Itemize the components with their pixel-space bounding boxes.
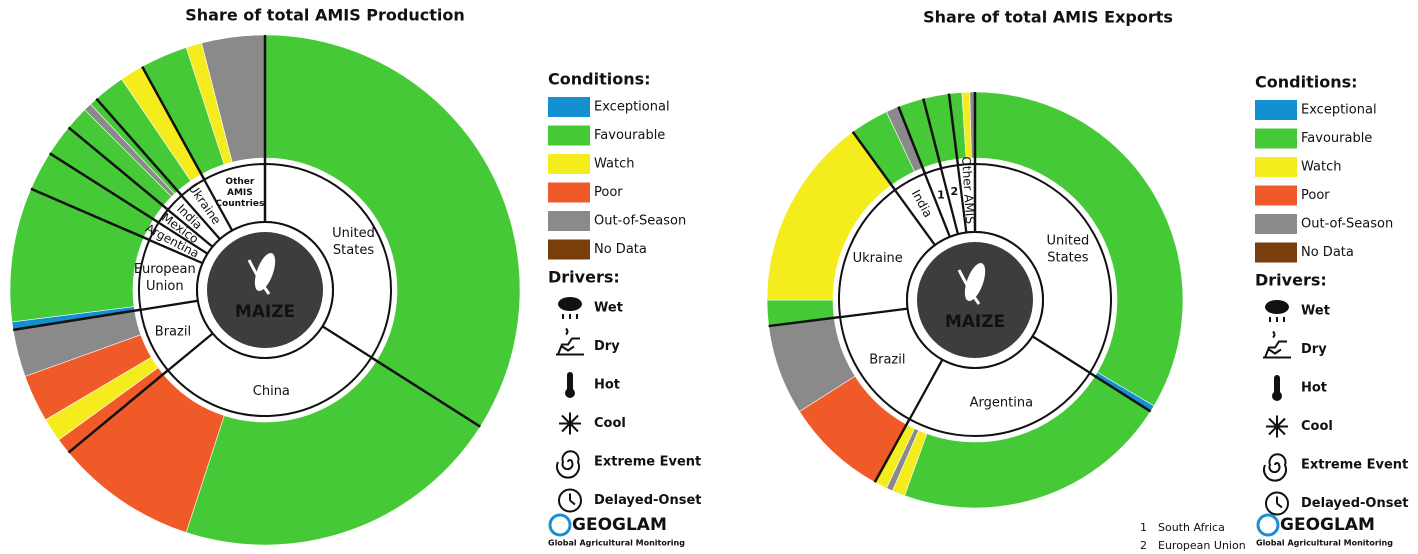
driver-label: Delayed-Onset — [594, 493, 702, 508]
legend-label: No Data — [1301, 245, 1354, 260]
legend-label: Favourable — [1301, 131, 1372, 146]
driver-icon — [1263, 453, 1287, 482]
driver-icon — [1263, 330, 1291, 359]
center-label: MAIZE — [945, 312, 1005, 332]
legend-swatch — [548, 239, 590, 260]
legend-label: Favourable — [594, 128, 665, 143]
legend-swatch — [1255, 185, 1297, 206]
legend-label: Poor — [1301, 188, 1330, 203]
drivers-title: Drivers: — [548, 268, 620, 287]
legend-label: Out-of-Season — [1301, 217, 1393, 232]
country-label: 2 — [951, 185, 959, 198]
country-label: Ukraine — [853, 250, 903, 265]
driver-label: Delayed-Onset — [1301, 496, 1409, 511]
driver-label: Cool — [1301, 419, 1333, 434]
footnote-text: European Union — [1158, 539, 1246, 552]
legend-label: No Data — [594, 242, 647, 257]
driver-label: Wet — [1301, 304, 1330, 319]
legend-swatch — [1255, 128, 1297, 149]
driver-icon — [1276, 496, 1283, 509]
condition-segment — [185, 360, 481, 546]
driver-icon — [1265, 300, 1289, 314]
conditions-title: Conditions: — [548, 70, 651, 89]
legend-swatch — [548, 182, 590, 203]
legend-label: Poor — [594, 185, 623, 200]
logo-tagline: Global Agricultural Monitoring — [548, 539, 685, 548]
country-label: European Union — [134, 261, 196, 293]
drivers-title: Drivers: — [1255, 271, 1327, 290]
driver-icon — [1269, 317, 1285, 322]
legend-label: Watch — [594, 157, 634, 172]
logo-icon — [1256, 513, 1280, 537]
legend-swatch — [1255, 214, 1297, 234]
logo-name: GEOGLAM — [572, 515, 667, 535]
driver-label: Dry — [594, 339, 620, 354]
footnote-number: 2 — [1140, 539, 1147, 552]
driver-icon — [1266, 415, 1288, 438]
driver-label: Extreme Event — [594, 455, 701, 470]
driver-label: Hot — [594, 378, 620, 393]
logo-icon — [548, 513, 572, 537]
country-label: Brazil — [869, 352, 905, 367]
driver-icon — [558, 297, 582, 311]
maize-leaf — [247, 259, 271, 295]
driver-icon — [556, 450, 580, 479]
driver-icon — [1272, 391, 1282, 401]
driver-icon — [1265, 491, 1289, 516]
condition-segment — [264, 34, 521, 428]
legend-swatch — [548, 154, 590, 174]
country-label: 1 — [937, 188, 945, 201]
center-label: MAIZE — [235, 302, 295, 322]
country-label: Brazil — [155, 324, 191, 339]
legend-label: Exceptional — [1301, 103, 1377, 118]
country-label: China — [253, 383, 290, 398]
legend-swatch — [1255, 242, 1297, 263]
country-label: Argentina — [970, 395, 1033, 410]
driver-icon — [558, 488, 582, 513]
legend-label: Exceptional — [594, 100, 670, 115]
country-label: Other AMIS Countries — [215, 177, 264, 209]
country-label: Other AMIS — [959, 156, 977, 224]
driver-icon — [569, 493, 576, 506]
driver-label: Dry — [1301, 342, 1327, 357]
driver-label: Wet — [594, 301, 623, 316]
driver-icon — [565, 388, 575, 398]
country-label: United States — [332, 225, 375, 257]
legend-swatch — [1255, 100, 1297, 120]
legend-label: Out-of-Season — [594, 214, 686, 229]
driver-label: Cool — [594, 416, 626, 431]
footnote-text: South Africa — [1158, 521, 1225, 534]
driver-icon — [1274, 375, 1280, 395]
driver-icon — [562, 314, 578, 319]
legend-swatch — [548, 211, 590, 231]
driver-icon — [559, 412, 581, 435]
conditions-title: Conditions: — [1255, 73, 1358, 92]
country-label: United States — [1047, 233, 1090, 265]
chart-title: Share of total AMIS Production — [185, 6, 465, 25]
driver-label: Hot — [1301, 381, 1327, 396]
logo-tagline: Global Agricultural Monitoring — [1256, 539, 1393, 548]
driver-label: Extreme Event — [1301, 458, 1408, 473]
legend-swatch — [1255, 157, 1297, 177]
chart-title: Share of total AMIS Exports — [923, 8, 1173, 27]
footnote-number: 1 — [1140, 521, 1147, 534]
legend-swatch — [548, 97, 590, 117]
logo-name: GEOGLAM — [1280, 515, 1375, 535]
legend-label: Watch — [1301, 160, 1341, 175]
maize-leaf — [957, 269, 981, 305]
condition-segment — [974, 91, 1184, 407]
legend-swatch — [548, 125, 590, 146]
driver-icon — [567, 372, 573, 392]
driver-icon — [556, 327, 584, 356]
